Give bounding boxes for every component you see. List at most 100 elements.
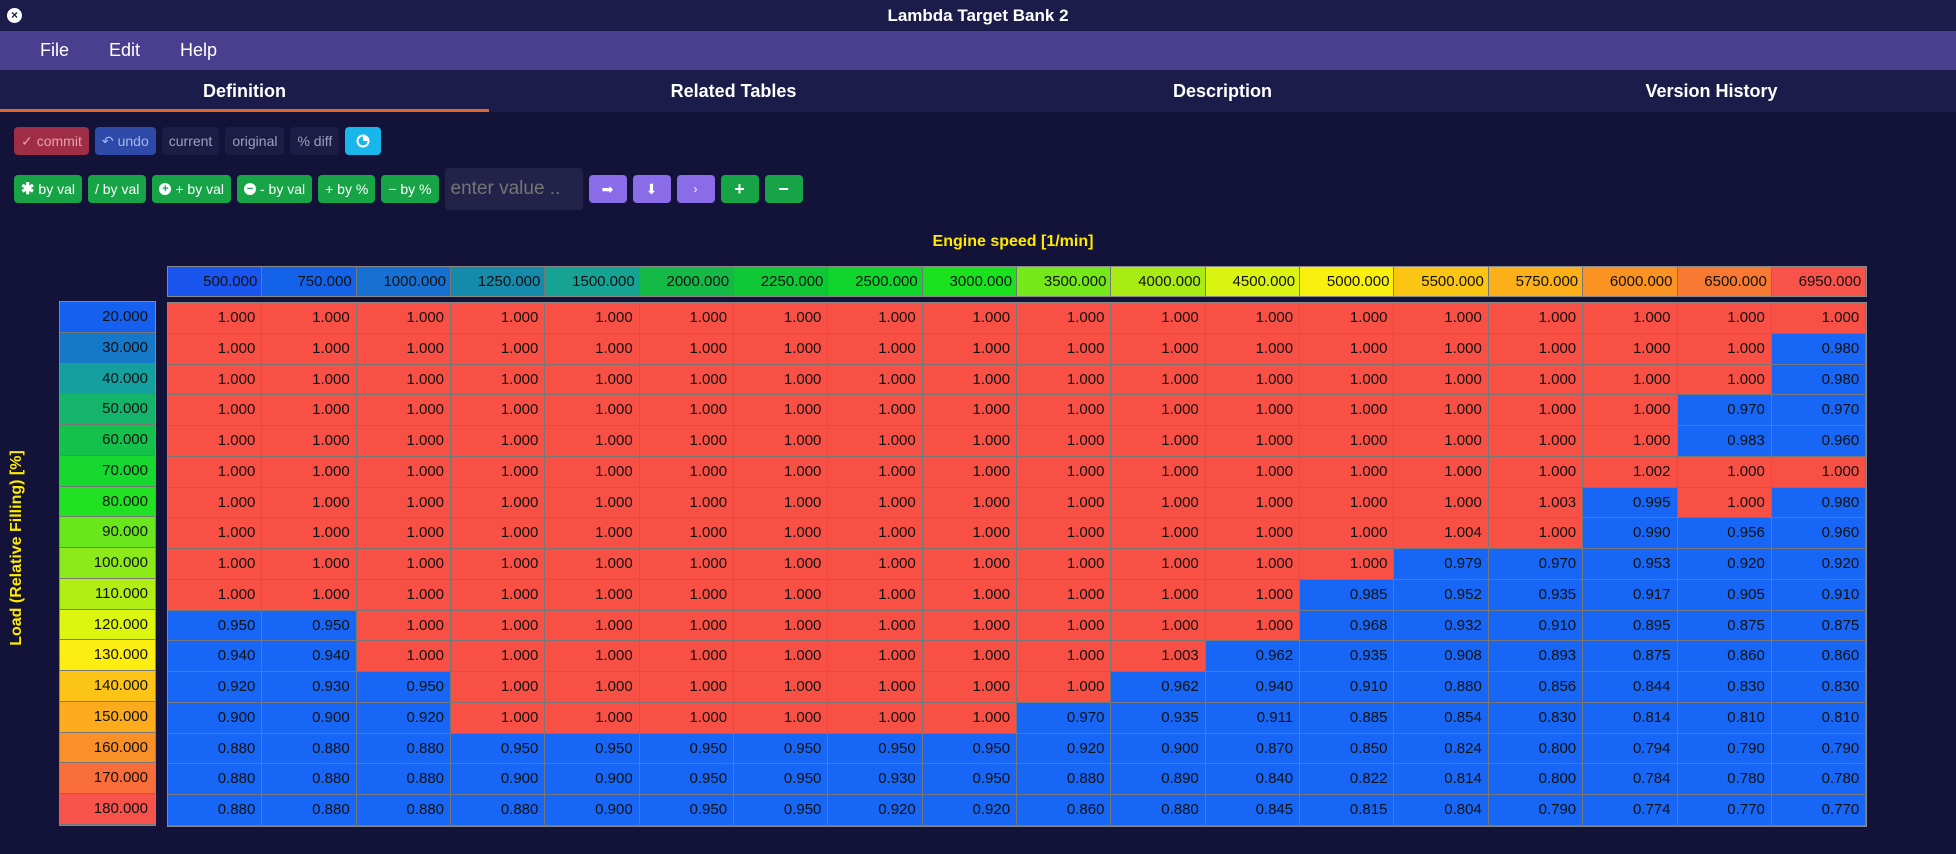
table-cell[interactable]: 1.000	[1017, 333, 1112, 365]
table-cell[interactable]: 1.000	[734, 641, 829, 672]
table-cell[interactable]: 1.000	[356, 641, 452, 672]
table-cell[interactable]: 1.000	[1300, 549, 1395, 580]
table-cell[interactable]: 1.000	[639, 672, 735, 703]
table-cell[interactable]: 1.000	[1300, 303, 1395, 334]
table-cell[interactable]: 1.000	[639, 395, 735, 426]
table-cell[interactable]: 1.000	[545, 487, 640, 519]
table-cell[interactable]: 1.000	[1017, 518, 1112, 549]
table-cell[interactable]: 0.950	[639, 795, 735, 826]
close-icon[interactable]: ×	[7, 8, 22, 23]
table-cell[interactable]: 1.000	[1488, 303, 1584, 334]
table-cell[interactable]: 0.822	[1300, 764, 1395, 795]
table-cell[interactable]: 1.000	[168, 549, 263, 580]
table-cell[interactable]: 1.000	[1205, 364, 1301, 396]
table-cell[interactable]: 1.000	[451, 364, 546, 396]
table-cell[interactable]: 1.000	[922, 364, 1018, 396]
table-cell[interactable]: 0.800	[1488, 764, 1584, 795]
table-cell[interactable]: 0.885	[1300, 702, 1395, 734]
table-cell[interactable]: 1.000	[1017, 672, 1112, 703]
table-cell[interactable]: 1.000	[1677, 333, 1772, 365]
table-cell[interactable]: 0.880	[1394, 672, 1489, 703]
interpolate-button[interactable]: ›	[676, 175, 715, 203]
table-cell[interactable]: 1.000	[1017, 395, 1112, 426]
table-cell[interactable]: 1.000	[1017, 549, 1112, 580]
table-cell[interactable]: 1.000	[1111, 364, 1206, 396]
table-cell[interactable]: 1.000	[922, 702, 1018, 734]
table-cell[interactable]: 1.000	[1394, 426, 1489, 457]
table-cell[interactable]: 1.000	[734, 333, 829, 365]
table-cell[interactable]: 0.854	[1394, 702, 1489, 734]
fill-down-button[interactable]: ⬇	[632, 175, 671, 203]
table-cell[interactable]: 0.950	[828, 733, 923, 765]
table-cell[interactable]: 1.000	[1205, 303, 1301, 334]
table-cell[interactable]: 0.950	[262, 610, 357, 642]
table-cell[interactable]: 0.920	[1017, 733, 1112, 765]
table-cell[interactable]: 0.880	[168, 795, 263, 826]
table-cell[interactable]: 1.000	[262, 333, 357, 365]
table-cell[interactable]: 1.000	[451, 518, 546, 549]
table-cell[interactable]: 0.920	[168, 672, 263, 703]
table-cell[interactable]: 1.000	[1583, 303, 1678, 334]
table-cell[interactable]: 1.000	[1488, 456, 1584, 488]
table-cell[interactable]: 1.000	[828, 549, 923, 580]
table-cell[interactable]: 1.000	[1017, 364, 1112, 396]
table-cell[interactable]: 0.810	[1771, 702, 1867, 734]
table-cell[interactable]: 1.000	[1205, 518, 1301, 549]
table-cell[interactable]: 0.950	[639, 764, 735, 795]
x-axis-cell[interactable]: 750.000	[262, 267, 357, 296]
table-cell[interactable]: 1.000	[545, 579, 640, 611]
table-cell[interactable]: 0.952	[1394, 579, 1489, 611]
table-cell[interactable]: 1.000	[1111, 518, 1206, 549]
table-cell[interactable]: 1.000	[828, 518, 923, 549]
table-cell[interactable]: 1.000	[734, 395, 829, 426]
table-cell[interactable]: 1.000	[1394, 487, 1489, 519]
table-cell[interactable]: 0.900	[1111, 733, 1206, 765]
table-cell[interactable]: 1.000	[168, 333, 263, 365]
table-cell[interactable]: 0.990	[1583, 518, 1678, 549]
table-cell[interactable]: 0.870	[1205, 733, 1301, 765]
table-cell[interactable]: 0.850	[1300, 733, 1395, 765]
menu-help[interactable]: Help	[180, 40, 218, 60]
table-cell[interactable]: 1.000	[1300, 426, 1395, 457]
table-cell[interactable]: 1.000	[1205, 610, 1301, 642]
table-cell[interactable]: 1.000	[734, 702, 829, 734]
table-cell[interactable]: 1.000	[1111, 487, 1206, 519]
table-cell[interactable]: 1.000	[168, 487, 263, 519]
table-cell[interactable]: 1.000	[922, 395, 1018, 426]
table-cell[interactable]: 0.784	[1583, 764, 1678, 795]
table-cell[interactable]: 0.950	[734, 795, 829, 826]
table-cell[interactable]: 0.950	[734, 764, 829, 795]
table-cell[interactable]: 1.000	[922, 487, 1018, 519]
table-cell[interactable]: 0.935	[1111, 702, 1206, 734]
x-axis-cell[interactable]: 2250.000	[734, 267, 829, 296]
table-cell[interactable]: 0.970	[1488, 549, 1584, 580]
y-axis-cell[interactable]: 100.000	[60, 548, 155, 579]
table-cell[interactable]: 0.950	[168, 610, 263, 642]
add-by-percent-button[interactable]: + by %	[318, 175, 376, 203]
subtract-by-value-button[interactable]: − - by val	[236, 175, 313, 203]
y-axis-cell[interactable]: 60.000	[60, 425, 155, 456]
table-cell[interactable]: 1.000	[356, 549, 452, 580]
table-cell[interactable]: 1.000	[545, 702, 640, 734]
table-cell[interactable]: 0.950	[356, 672, 452, 703]
table-cell[interactable]: 0.956	[1677, 518, 1772, 549]
table-cell[interactable]: 0.908	[1394, 641, 1489, 672]
table-cell[interactable]: 1.000	[1300, 456, 1395, 488]
x-axis-cell[interactable]: 3500.000	[1017, 267, 1112, 296]
x-axis-cell[interactable]: 1500.000	[545, 267, 640, 296]
table-cell[interactable]: 1.000	[451, 303, 546, 334]
x-axis-cell[interactable]: 6000.000	[1583, 267, 1678, 296]
table-cell[interactable]: 0.844	[1583, 672, 1678, 703]
table-cell[interactable]: 1.000	[1111, 456, 1206, 488]
table-cell[interactable]: 1.000	[734, 426, 829, 457]
table-cell[interactable]: 1.000	[451, 456, 546, 488]
table-cell[interactable]: 1.000	[639, 610, 735, 642]
table-cell[interactable]: 1.000	[451, 579, 546, 611]
table-cell[interactable]: 1.000	[451, 426, 546, 457]
table-cell[interactable]: 1.000	[1111, 610, 1206, 642]
table-cell[interactable]: 1.000	[639, 549, 735, 580]
table-cell[interactable]: 1.000	[1017, 641, 1112, 672]
table-cell[interactable]: 1.000	[828, 364, 923, 396]
table-cell[interactable]: 0.962	[1205, 641, 1301, 672]
table-cell[interactable]: 0.940	[262, 641, 357, 672]
